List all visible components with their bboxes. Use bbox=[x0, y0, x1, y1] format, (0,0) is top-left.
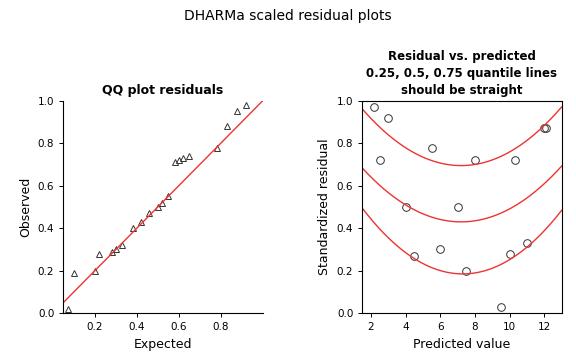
X-axis label: Expected: Expected bbox=[134, 338, 192, 351]
Title: Residual vs. predicted
0.25, 0.5, 0.75 quantile lines
should be straight: Residual vs. predicted 0.25, 0.5, 0.75 q… bbox=[366, 50, 558, 97]
Title: QQ plot residuals: QQ plot residuals bbox=[103, 84, 223, 97]
X-axis label: Predicted value: Predicted value bbox=[414, 338, 510, 351]
Y-axis label: Observed: Observed bbox=[19, 177, 32, 237]
Y-axis label: Standardized residual: Standardized residual bbox=[318, 139, 331, 275]
Text: DHARMa scaled residual plots: DHARMa scaled residual plots bbox=[184, 9, 392, 23]
